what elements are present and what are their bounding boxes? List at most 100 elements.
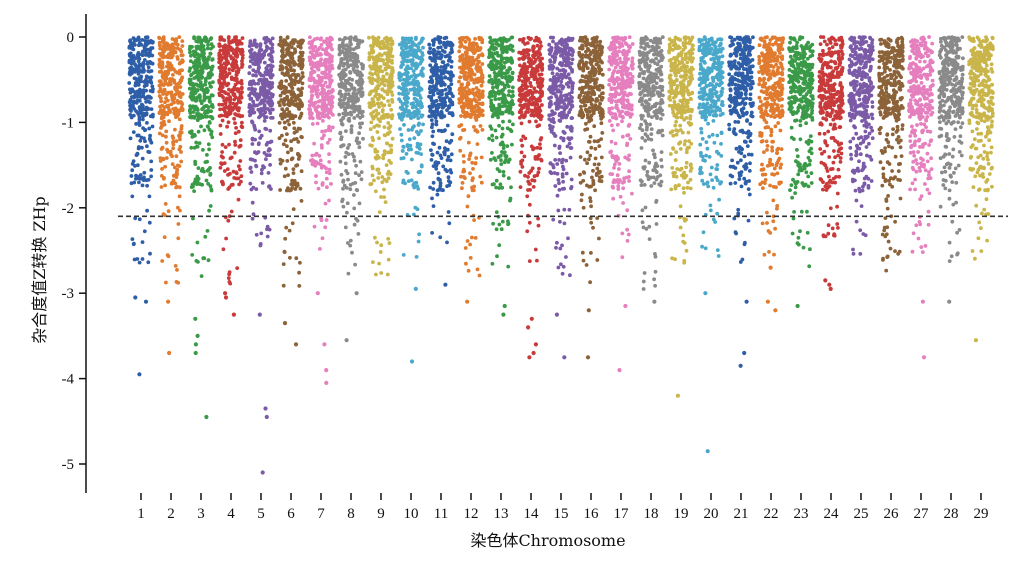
snp-point bbox=[441, 100, 445, 104]
snp-point bbox=[463, 45, 467, 49]
snp-point bbox=[158, 111, 162, 115]
snp-point bbox=[289, 148, 293, 152]
snp-point bbox=[217, 79, 221, 83]
snp-point bbox=[338, 47, 342, 51]
snp-point bbox=[227, 67, 231, 71]
snp-point bbox=[535, 259, 539, 263]
snp-point bbox=[556, 77, 560, 81]
snp-point bbox=[248, 65, 252, 69]
snp-point bbox=[197, 166, 201, 170]
snp-point bbox=[430, 158, 434, 162]
snp-point bbox=[263, 78, 267, 82]
snp-point bbox=[278, 188, 282, 192]
snp-point bbox=[235, 40, 239, 44]
snp-point bbox=[389, 108, 393, 112]
snp-point bbox=[352, 193, 356, 197]
snp-point bbox=[567, 81, 571, 85]
snp-point bbox=[316, 122, 320, 126]
snp-point bbox=[553, 111, 557, 115]
snp-point bbox=[283, 250, 287, 254]
snp-point bbox=[223, 169, 227, 173]
snp-point bbox=[360, 177, 364, 181]
snp-point bbox=[160, 174, 164, 178]
snp-point bbox=[292, 207, 296, 211]
snp-point bbox=[142, 136, 146, 140]
snp-point bbox=[220, 154, 224, 158]
snp-point bbox=[448, 181, 452, 185]
snp-point bbox=[328, 168, 332, 172]
snp-point bbox=[193, 162, 197, 166]
snp-point bbox=[497, 60, 501, 64]
snp-point bbox=[492, 57, 496, 61]
snp-point bbox=[137, 80, 141, 84]
snp-point bbox=[503, 61, 507, 65]
snp-point bbox=[286, 71, 290, 75]
snp-point bbox=[323, 225, 327, 229]
snp-point bbox=[188, 69, 192, 73]
snp-point bbox=[398, 78, 402, 82]
snp-point bbox=[571, 50, 575, 54]
snp-point bbox=[291, 92, 295, 96]
snp-point bbox=[385, 57, 389, 61]
snp-point bbox=[459, 114, 463, 118]
snp-point bbox=[534, 157, 538, 161]
snp-point bbox=[523, 62, 527, 66]
snp-point bbox=[404, 82, 408, 86]
snp-point bbox=[560, 244, 564, 248]
snp-point bbox=[502, 146, 506, 150]
snp-point bbox=[197, 177, 201, 181]
snp-point bbox=[140, 105, 144, 109]
snp-point bbox=[193, 134, 197, 138]
snp-point bbox=[254, 74, 258, 78]
snp-point bbox=[263, 119, 267, 123]
snp-point bbox=[385, 36, 389, 40]
snp-point bbox=[249, 55, 253, 59]
snp-point bbox=[338, 84, 342, 88]
snp-point bbox=[188, 81, 192, 85]
snp-point bbox=[312, 49, 316, 53]
snp-point bbox=[520, 122, 524, 126]
snp-point bbox=[237, 109, 241, 113]
snp-point bbox=[369, 72, 373, 76]
snp-point bbox=[308, 35, 312, 39]
snp-point bbox=[416, 142, 420, 146]
snp-point bbox=[208, 121, 212, 125]
snp-point bbox=[506, 80, 510, 84]
snp-point bbox=[567, 92, 571, 96]
snp-point bbox=[386, 172, 390, 176]
snp-point bbox=[506, 265, 510, 269]
snp-point bbox=[270, 108, 274, 112]
snp-point bbox=[196, 46, 200, 50]
snp-point bbox=[528, 221, 532, 225]
snp-point bbox=[437, 188, 441, 192]
snp-point bbox=[560, 161, 564, 165]
snp-point bbox=[432, 40, 436, 44]
outlier-point bbox=[316, 291, 320, 295]
snp-point bbox=[551, 218, 555, 222]
snp-point bbox=[349, 47, 353, 51]
snp-point bbox=[445, 92, 449, 96]
snp-point bbox=[177, 35, 181, 39]
snp-point bbox=[340, 94, 344, 98]
snp-point bbox=[377, 76, 381, 80]
snp-point bbox=[387, 176, 391, 180]
snp-point bbox=[170, 96, 174, 100]
snp-point bbox=[324, 76, 328, 80]
snp-point bbox=[412, 182, 416, 186]
snp-point bbox=[494, 85, 498, 89]
snp-point bbox=[251, 121, 255, 125]
snp-point bbox=[397, 92, 401, 96]
snp-point bbox=[502, 72, 506, 76]
snp-point bbox=[269, 63, 273, 67]
snp-point bbox=[373, 95, 377, 99]
snp-point bbox=[160, 147, 164, 151]
snp-point bbox=[556, 172, 560, 176]
snp-point bbox=[197, 55, 201, 59]
snp-point bbox=[360, 121, 364, 125]
snp-point bbox=[142, 178, 146, 182]
snp-point bbox=[321, 92, 325, 96]
snp-point bbox=[495, 136, 499, 140]
snp-point bbox=[534, 67, 538, 71]
snp-point bbox=[200, 76, 204, 80]
snp-point bbox=[140, 53, 144, 57]
